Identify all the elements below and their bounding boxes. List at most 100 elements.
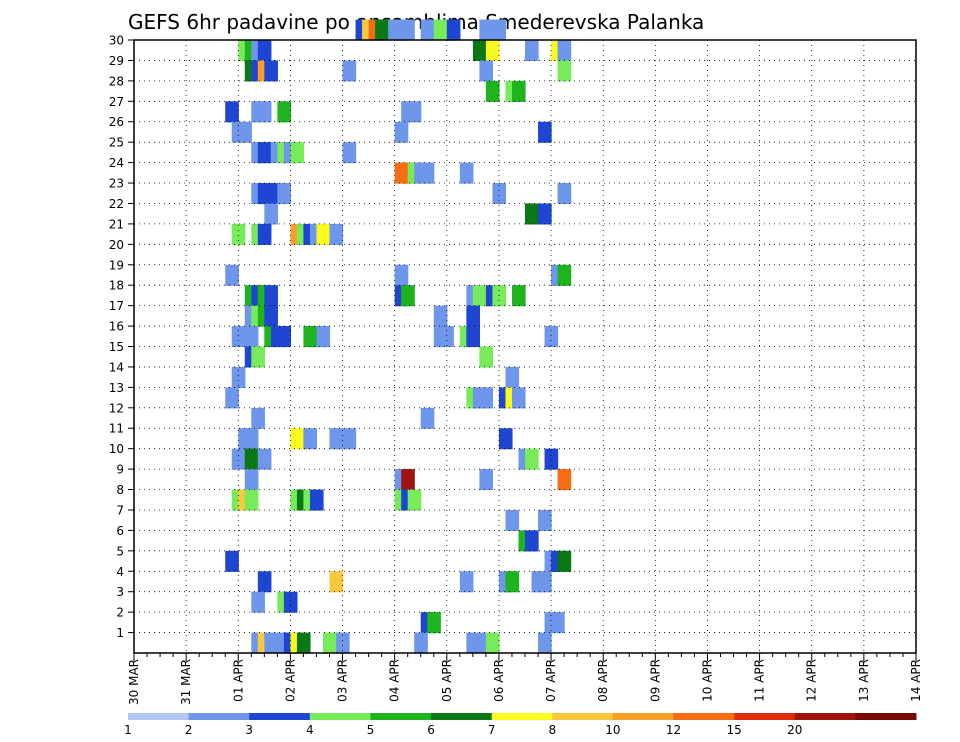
colorbar-swatch [188,713,250,720]
grid-layer [134,39,916,653]
precip-cell [505,509,520,531]
precip-cell [329,223,344,245]
x-tick-label: 30 MAR [127,659,141,705]
colorbar-label: 2 [185,723,193,737]
colorbar-label: 12 [666,723,681,737]
colorbar-label: 7 [488,723,496,737]
precip-cell [505,366,520,388]
y-tick-label: 22 [109,197,124,211]
precip-cell [251,346,265,368]
precip-cell [264,60,278,82]
precip-cell [264,285,278,307]
precip-cell [257,448,272,470]
precip-cell [329,571,344,593]
precip-cell [557,550,572,572]
precip-cell [225,264,239,286]
precip-cell [251,407,265,429]
y-tick-label: 19 [109,258,124,272]
precip-cell [472,285,487,307]
precip-cell [251,591,265,613]
colorbar-label: 8 [548,723,556,737]
precip-cell [244,489,259,511]
precip-cell [342,142,357,164]
precip-cell [290,142,305,164]
colorbar-label: 3 [245,723,253,737]
precip-cell [277,183,291,205]
y-tick-label: 1 [116,626,124,640]
y-tick-label: 8 [116,483,124,497]
y-axis: 1234567891011121314151617181920212223242… [109,34,134,640]
x-tick-label: 04 APR [388,659,402,702]
y-tick-label: 5 [116,544,124,558]
precip-cell [401,285,415,307]
precip-cell [257,183,272,205]
precip-cell [538,632,552,654]
precip-cell [485,40,500,62]
precip-cell [322,632,337,654]
colorbar: 1 2 3 4 5 6 7 8 10 12 15 20 [124,713,917,737]
y-tick-label: 13 [109,381,124,395]
colorbar-swatch [673,713,735,720]
precip-cell [557,264,572,286]
y-tick-label: 4 [116,565,124,579]
precip-cell [557,469,572,491]
x-tick-label: 08 APR [596,659,610,702]
precip-cell [511,285,526,307]
x-tick-label: 12 APR [805,659,819,702]
precip-cell [485,80,500,102]
precip-cell [231,326,246,348]
precip-cell [505,571,520,593]
precip-cell [557,60,572,82]
precip-cell [244,428,259,450]
x-tick-label: 01 APR [231,659,245,702]
precip-cell [394,264,409,286]
y-tick-label: 24 [109,156,124,170]
x-tick-label: 06 APR [492,659,506,702]
precip-cell [407,101,422,123]
y-tick-label: 12 [109,401,124,415]
x-tick-label: 02 APR [283,659,297,702]
precip-cell [303,428,318,450]
precip-cell [492,183,507,205]
precip-cell [538,509,552,531]
precip-cell [264,203,278,225]
colorbar-swatch [370,713,432,720]
precip-cell [257,142,272,164]
precip-cell [342,60,357,82]
precip-cell [557,183,572,205]
precip-cell [525,530,539,552]
precip-cell [544,326,559,348]
colorbar-swatch [794,713,856,720]
colorbar-label: 10 [605,723,620,737]
precip-cell [479,60,494,82]
precip-cell [440,326,454,348]
precip-cell [316,223,331,245]
y-tick-label: 18 [109,279,124,293]
chart-title: GEFS 6hr padavine po ansamblima Smederev… [128,10,704,34]
precip-cell [283,591,298,613]
precip-cell [538,121,552,143]
y-tick-label: 14 [109,360,124,374]
precip-cell [225,387,239,409]
colorbar-label: 15 [727,723,742,737]
precip-cell [277,101,291,123]
precip-cell [485,632,500,654]
colorbar-label: 6 [427,723,435,737]
precip-cell [277,326,291,348]
precip-cell [316,326,331,348]
precip-cell [244,469,259,491]
precip-cell [329,428,344,450]
x-tick-label: 05 APR [440,659,454,702]
precip-cell [257,223,272,245]
precip-cell [420,407,435,429]
x-tick-label: 09 APR [648,659,662,702]
precip-cell [420,162,435,184]
x-tick-label: 07 APR [544,659,558,702]
precip-cell [511,80,526,102]
precip-cell [420,19,435,41]
precip-cell [407,489,422,511]
precip-cell [538,203,552,225]
precip-cell [557,40,572,62]
precip-cell [257,571,272,593]
